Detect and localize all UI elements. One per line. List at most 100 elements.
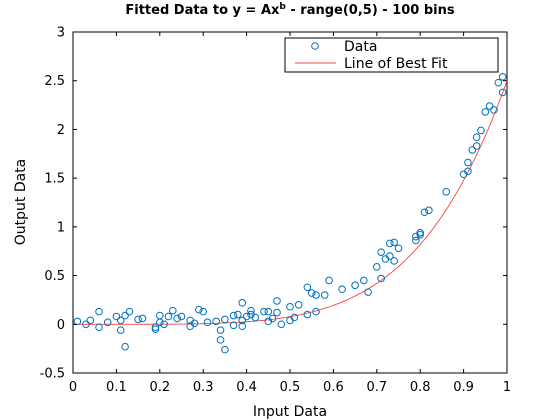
- data-point: [390, 257, 398, 265]
- data-point: [498, 73, 507, 81]
- data-point: [303, 283, 312, 292]
- data-point: [190, 319, 199, 328]
- data-point: [481, 108, 490, 116]
- data-point: [273, 308, 281, 317]
- data-point: [390, 238, 398, 247]
- data-point: [494, 78, 503, 87]
- y-tick-label: 3: [57, 26, 65, 41]
- data-point: [151, 323, 160, 332]
- data-point: [442, 187, 451, 196]
- data-point: [138, 314, 147, 323]
- data-point: [468, 146, 477, 154]
- chart-title-prefix: Fitted Data to y = Ax: [125, 3, 280, 18]
- data-point: [234, 310, 242, 319]
- data-point: [134, 315, 142, 324]
- y-tick-label: -0.5: [40, 367, 65, 382]
- plot-frame: [72, 31, 508, 374]
- chart-title-sup: b: [279, 2, 286, 12]
- data-point: [212, 317, 221, 326]
- x-axis-label: Input Data: [253, 404, 327, 420]
- data-point: [121, 311, 129, 320]
- y-tick-label: 0.5: [44, 269, 65, 284]
- chart-title: Fitted Data to y = Axb - range(0,5) - 10…: [125, 2, 455, 18]
- x-tick-label: 0.6: [323, 380, 344, 395]
- data-point: [156, 318, 164, 327]
- legend-marker-data: [311, 42, 319, 50]
- y-tick-label: 2: [57, 123, 65, 138]
- data-point: [260, 307, 268, 316]
- data-point: [95, 323, 103, 332]
- legend-box: [284, 37, 499, 73]
- data-point: [364, 288, 372, 296]
- data-point: [425, 206, 433, 215]
- data-point: [177, 312, 186, 321]
- data-point: [116, 316, 125, 325]
- x-tick-label: 0.3: [193, 380, 214, 395]
- data-point: [238, 316, 247, 325]
- data-point: [464, 158, 472, 167]
- data-point: [307, 289, 316, 297]
- data-point: [490, 106, 498, 114]
- data-point: [216, 326, 225, 334]
- data-point: [416, 228, 425, 237]
- data-point: [169, 306, 177, 315]
- data-point: [112, 312, 121, 321]
- data-point: [173, 314, 181, 323]
- x-tick-label: 0.8: [410, 380, 431, 395]
- data-point: [472, 142, 481, 150]
- y-tick-label: 1: [57, 220, 65, 235]
- data-point: [221, 315, 229, 324]
- y-tick-label: 1.5: [44, 172, 65, 187]
- data-point: [151, 325, 160, 333]
- data-point: [386, 252, 394, 260]
- data-point: [238, 299, 247, 307]
- y-tick-label: 2.5: [44, 74, 65, 89]
- data-point: [116, 326, 125, 334]
- data-point: [238, 322, 247, 331]
- data-point: [242, 312, 251, 321]
- data-point: [320, 291, 329, 299]
- chart-title-suffix: - range(0,5) - 100 bins: [286, 3, 455, 18]
- data-point: [325, 276, 333, 285]
- data-point: [373, 263, 381, 271]
- legend-label-data: Data: [344, 39, 377, 55]
- x-ticks: 0 0.1 0.2 0.3 0.4 0.5 0.6 0.7 0.8 0.9 1: [69, 32, 511, 395]
- data-point: [273, 297, 281, 305]
- data-point: [377, 274, 385, 283]
- x-tick-label: 0.1: [106, 380, 127, 395]
- data-point: [394, 244, 403, 253]
- x-tick-label: 1: [503, 380, 511, 395]
- data-point: [312, 307, 320, 316]
- data-point: [160, 320, 168, 329]
- y-ticks: -0.5 0 0.5 1 1.5 2 2.5 3: [40, 26, 507, 382]
- legend-label-fit: Line of Best Fit: [344, 56, 448, 72]
- x-tick-label: 0: [69, 380, 77, 395]
- data-point: [277, 320, 286, 329]
- x-tick-label: 0.7: [366, 380, 387, 395]
- x-tick-label: 0.4: [236, 380, 257, 395]
- data-point: [290, 313, 299, 322]
- data-point: [464, 167, 472, 176]
- data-point: [416, 230, 425, 239]
- data-point: [498, 88, 507, 97]
- x-tick-label: 0.2: [149, 380, 170, 395]
- data-point: [73, 317, 82, 326]
- data-point: [251, 313, 260, 322]
- data-point: [412, 232, 420, 241]
- y-tick-label: 0: [57, 318, 65, 333]
- x-tick-label: 0.5: [280, 380, 301, 395]
- data-point: [86, 316, 95, 325]
- data-point: [377, 248, 385, 256]
- data-point: [221, 345, 229, 354]
- plot-area: 0 0.1 0.2 0.3 0.4 0.5 0.6 0.7 0.8 0.9 1 -0.5 0 0.5 1 1…: [40, 26, 512, 396]
- data-point: [472, 133, 481, 142]
- data-point: [121, 342, 129, 351]
- y-axis-label: Output Data: [13, 159, 29, 246]
- legend: Data Line of Best Fit: [284, 37, 499, 73]
- data-point: [485, 102, 494, 110]
- data-point: [312, 291, 320, 299]
- data-point: [229, 321, 238, 330]
- data-point: [229, 311, 238, 320]
- data-point: [125, 307, 134, 316]
